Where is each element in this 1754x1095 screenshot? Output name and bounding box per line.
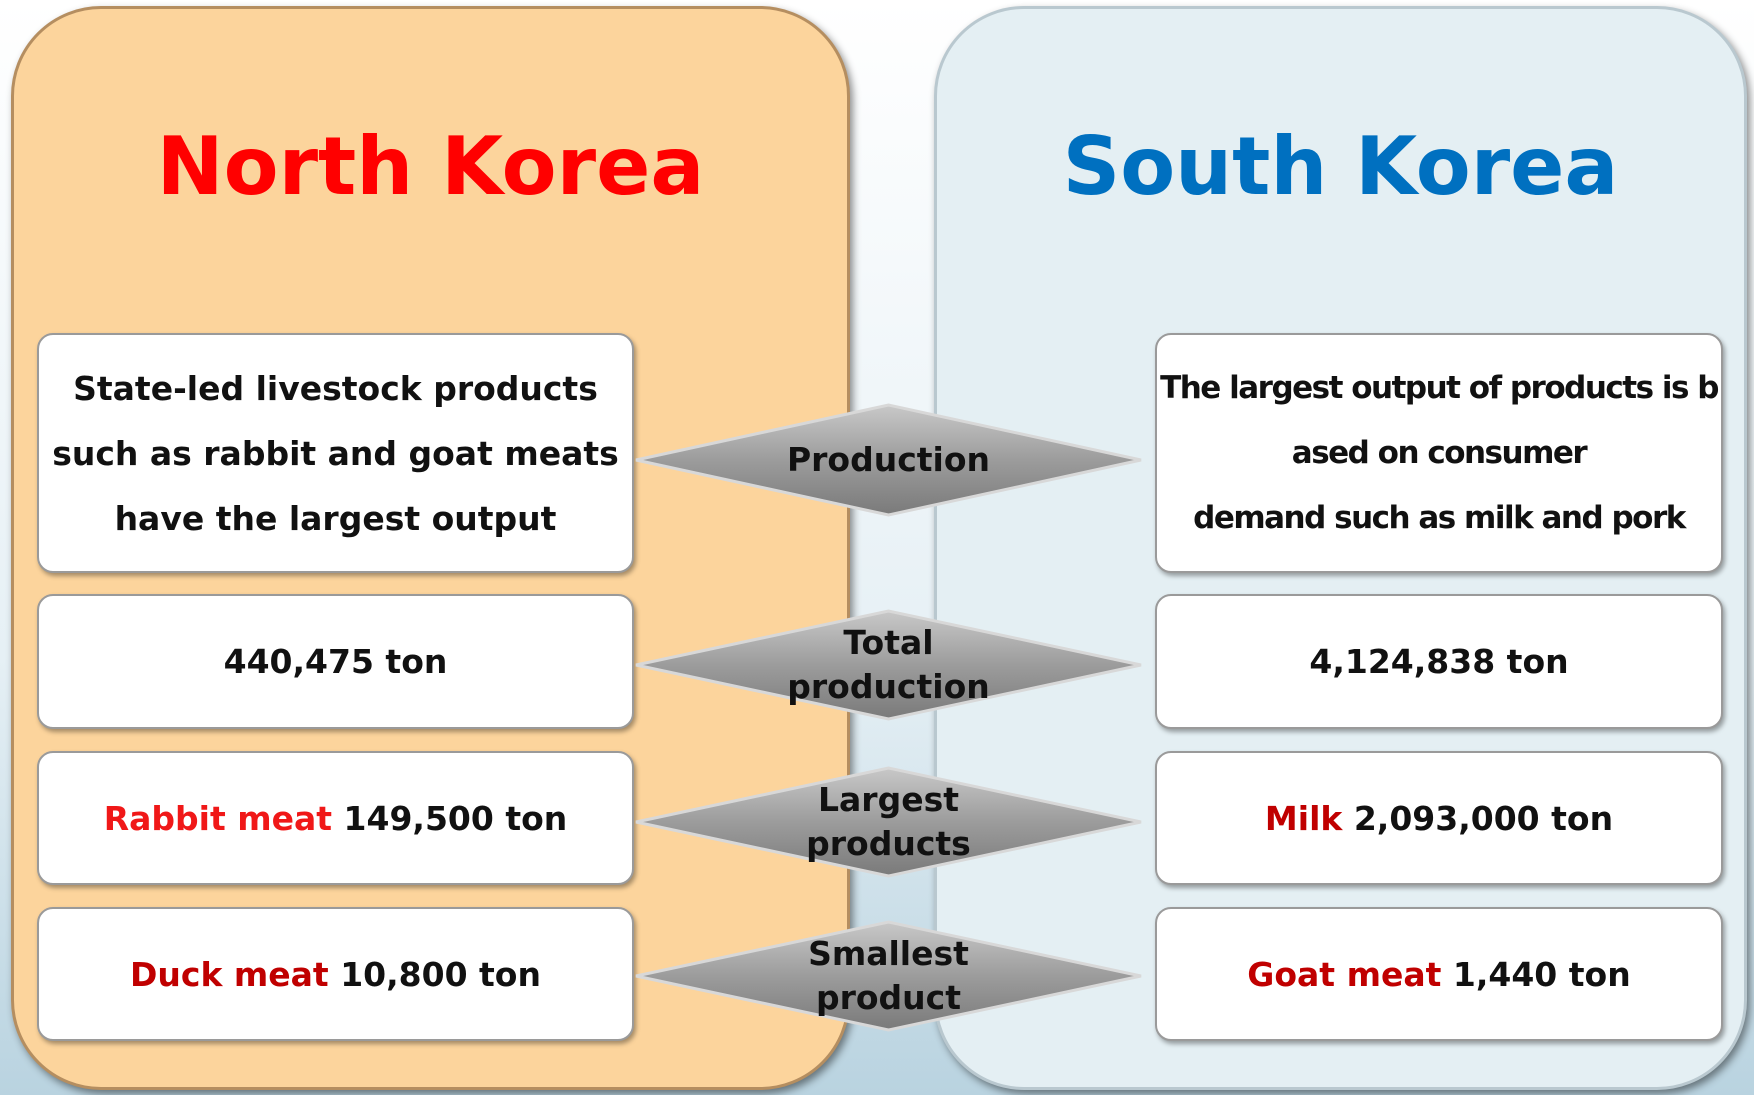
- text-line: such as rabbit and goat meats: [52, 433, 619, 473]
- north-title: North Korea: [156, 120, 705, 213]
- product-name: Rabbit meat: [103, 798, 333, 838]
- diamond-label: Largest products: [634, 766, 1143, 878]
- diamond-label: Production: [634, 403, 1143, 517]
- diamond-label: Total production: [634, 609, 1143, 721]
- south-total: 4,124,838 ton: [1155, 594, 1723, 729]
- south-smallest: Goat meat 1,440 ton: [1155, 907, 1723, 1041]
- label-line: Smallest: [808, 934, 969, 973]
- diamond-shape: [635, 609, 1142, 721]
- label-line: Largest: [818, 780, 959, 819]
- north-smallest: Duck meat 10,800 ton: [37, 907, 634, 1041]
- diamond: [635, 403, 1142, 517]
- north-production: State-led livestock products such as rab…: [37, 333, 634, 573]
- text-line: demand such as milk and pork: [1193, 499, 1686, 536]
- amount: 2,093,000 ton: [1353, 798, 1614, 838]
- diamond-label: Smallest product: [634, 920, 1143, 1032]
- south-title: South Korea: [1062, 120, 1619, 213]
- label-line: product: [815, 978, 962, 1017]
- south-largest: Milk 2,093,000 ton: [1155, 751, 1723, 885]
- text: 4,124,838 ton: [1309, 642, 1569, 681]
- text-line: have the largest output: [114, 498, 557, 538]
- label-line: production: [787, 667, 990, 706]
- amount: 149,500 ton: [343, 798, 568, 838]
- diamond: [635, 920, 1142, 1032]
- amount: 1,440 ton: [1452, 954, 1631, 994]
- diamond: [635, 766, 1142, 878]
- amount: 10,800 ton: [340, 954, 541, 994]
- north-total: 440,475 ton: [37, 594, 634, 729]
- label-line: Production: [786, 440, 991, 479]
- text-line: State-led livestock products: [73, 368, 598, 408]
- diamond-shape: [635, 766, 1142, 878]
- product-name: Goat meat: [1247, 954, 1442, 994]
- product-name: Duck meat: [130, 954, 329, 994]
- label-line: products: [806, 824, 971, 863]
- diamond-shape: [635, 403, 1142, 517]
- text: 440,475 ton: [223, 642, 448, 681]
- north-largest: Rabbit meat 149,500 ton: [37, 751, 634, 885]
- diamond: [635, 609, 1142, 721]
- text-line: The largest output of products is b: [1160, 369, 1719, 406]
- diamond-shape: [635, 920, 1142, 1032]
- product-name: Milk: [1264, 798, 1343, 838]
- label-line: Total: [843, 623, 934, 662]
- text-line: ased on consumer: [1291, 434, 1588, 471]
- south-production: The largest output of products is b ased…: [1155, 333, 1723, 573]
